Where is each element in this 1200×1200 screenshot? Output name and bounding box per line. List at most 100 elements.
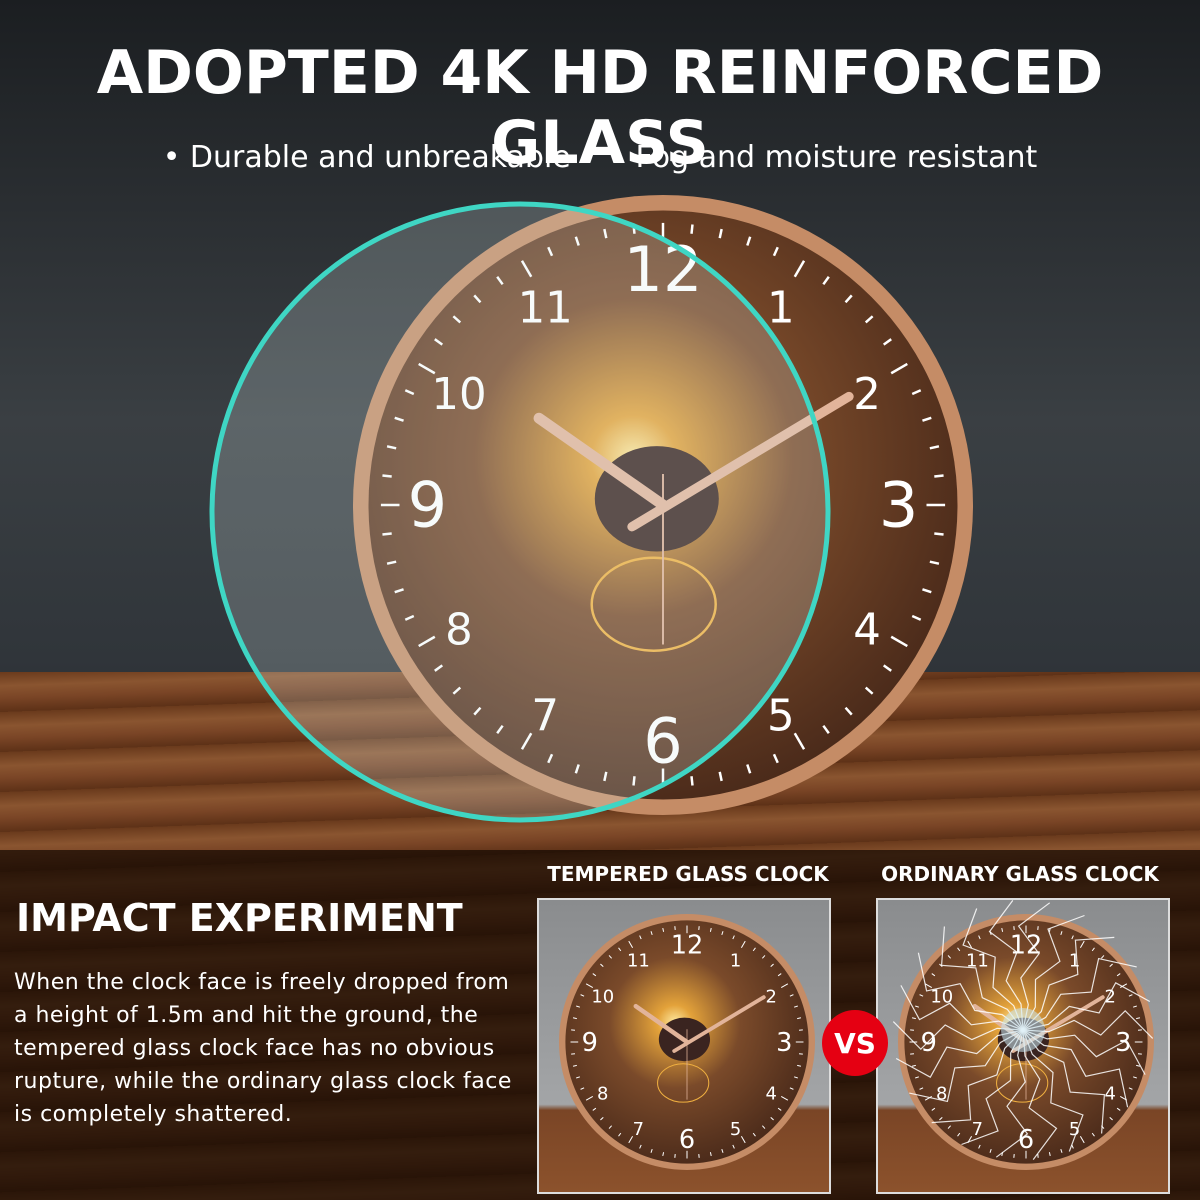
- clock-numeral: 11: [627, 951, 650, 972]
- tick-mark: [947, 955, 952, 959]
- tempered-clock-panel: 12 1 2 3 4 5 6 7 8 9 10 11: [537, 898, 831, 1194]
- clock-numeral: 10: [431, 370, 486, 420]
- gold-ring: [996, 1063, 1049, 1103]
- tick-mark: [628, 1135, 634, 1144]
- tick-mark: [1136, 1017, 1141, 1020]
- tick-mark: [797, 1017, 802, 1020]
- tick-mark: [1119, 983, 1128, 989]
- tick-mark: [1132, 1076, 1137, 1079]
- tick-mark: [746, 236, 752, 246]
- tick-mark: [911, 1017, 916, 1020]
- tick-mark: [452, 686, 462, 695]
- tick-mark: [600, 963, 604, 968]
- clock-numeral: 3: [776, 1028, 792, 1058]
- tick-mark: [939, 1116, 943, 1121]
- tick-mark: [618, 947, 622, 952]
- tick-mark: [662, 1152, 665, 1157]
- tick-mark: [780, 1095, 789, 1101]
- tick-mark: [740, 1135, 746, 1144]
- tick-mark: [1136, 1064, 1141, 1067]
- tick-mark: [473, 294, 482, 304]
- clock-numeral: 10: [930, 986, 953, 1007]
- clock-numeral: 4: [1105, 1084, 1116, 1105]
- tick-mark: [576, 1005, 581, 1008]
- tick-mark: [931, 973, 936, 977]
- clock-numeral: 9: [582, 1028, 598, 1058]
- tick-mark: [746, 764, 752, 774]
- tick-mark: [752, 947, 756, 952]
- bullet-fog-resistant: • Fog and moisture resistant: [608, 140, 1038, 175]
- tick-mark: [386, 445, 397, 450]
- clock-numeral: 6: [1018, 1125, 1034, 1155]
- tick-mark: [592, 1107, 597, 1111]
- tick-mark: [650, 931, 653, 936]
- tick-mark: [844, 294, 853, 304]
- tick-mark: [844, 706, 853, 716]
- tick-mark: [777, 973, 782, 977]
- tick-mark: [1001, 927, 1004, 932]
- tick-mark: [978, 1144, 981, 1149]
- tick-mark: [1071, 935, 1074, 940]
- tick-mark: [608, 1125, 613, 1129]
- gold-ring: [657, 1063, 710, 1103]
- tick-mark: [911, 1064, 916, 1067]
- tick-mark: [603, 771, 608, 782]
- impact-point: [1001, 1008, 1045, 1052]
- tick-mark: [770, 963, 774, 968]
- minute-hand: [672, 995, 766, 1053]
- tick-mark: [761, 955, 766, 959]
- tick-mark: [434, 664, 444, 672]
- tick-mark: [1060, 1148, 1063, 1153]
- clock-numeral: 11: [518, 284, 573, 334]
- tick-mark: [618, 1132, 622, 1137]
- clock-numeral: 4: [766, 1084, 777, 1105]
- tick-mark: [1079, 1135, 1085, 1144]
- tick-mark: [1100, 955, 1105, 959]
- tick-mark: [989, 1148, 992, 1153]
- tick-mark: [915, 1076, 920, 1079]
- headline: ADOPTED 4K HD REINFORCED GLASS: [96, 38, 1104, 178]
- hour-hand: [633, 1003, 690, 1045]
- tick-mark: [404, 389, 415, 396]
- tick-mark: [922, 416, 932, 422]
- tick-mark: [957, 947, 961, 952]
- clock-numeral: 7: [972, 1119, 983, 1140]
- tick-mark: [709, 1152, 712, 1157]
- tick-mark: [1128, 1087, 1133, 1090]
- tick-mark: [1116, 973, 1121, 977]
- tick-mark: [797, 1064, 802, 1067]
- impact-title: IMPACT EXPERIMENT: [16, 896, 463, 940]
- clock-numeral: 12: [671, 931, 704, 961]
- tick-mark: [822, 724, 830, 734]
- tick-mark: [732, 1144, 735, 1149]
- tick-mark: [709, 927, 712, 932]
- tick-mark: [585, 1095, 594, 1101]
- clock-numeral: 12: [624, 233, 703, 306]
- hour-hand: [533, 412, 669, 511]
- tick-mark: [608, 955, 613, 959]
- tick-mark: [929, 560, 940, 565]
- tick-mark: [822, 276, 830, 286]
- tick-mark: [911, 614, 922, 621]
- clock-numeral: 9: [921, 1028, 937, 1058]
- tick-mark: [777, 1107, 782, 1111]
- tick-mark: [1060, 931, 1063, 936]
- tick-mark: [580, 1087, 585, 1090]
- clock-numeral: 6: [679, 1125, 695, 1155]
- tick-mark: [574, 236, 580, 246]
- tick-mark: [632, 776, 636, 786]
- tick-mark: [1109, 963, 1113, 968]
- tick-mark: [394, 416, 404, 422]
- tick-mark: [740, 940, 746, 949]
- tick-mark: [382, 474, 392, 478]
- tick-mark: [572, 1064, 577, 1067]
- tick-mark: [1132, 1005, 1137, 1008]
- tick-mark: [924, 1095, 933, 1101]
- clock-numeral: 5: [730, 1119, 741, 1140]
- tick-mark: [718, 228, 723, 239]
- clock-numeral: 10: [591, 986, 614, 1007]
- clock-numeral: 9: [408, 469, 447, 542]
- tick-mark: [1048, 1152, 1051, 1157]
- clock-numeral: 2: [853, 370, 881, 420]
